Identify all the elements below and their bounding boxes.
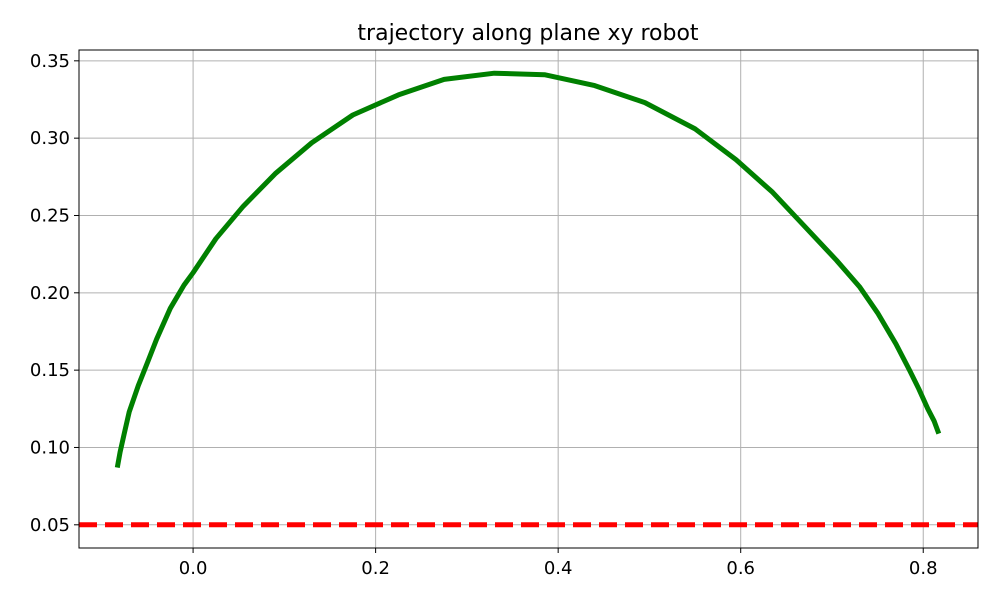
x-axis: 0.0 0.2 0.4 0.6 0.8	[179, 548, 938, 579]
y-tick-label: 0.30	[30, 128, 70, 149]
y-tick-label: 0.35	[30, 51, 70, 72]
series-group	[79, 70, 978, 528]
x-tick-label: 0.0	[179, 558, 208, 579]
x-tick-label: 0.6	[726, 558, 755, 579]
y-tick-label: 0.05	[30, 515, 70, 536]
chart-title: trajectory along plane xy robot	[357, 21, 699, 46]
x-tick-label: 0.4	[544, 558, 573, 579]
y-tick-label: 0.20	[30, 283, 70, 304]
y-tick-label: 0.10	[30, 437, 70, 458]
x-tick-label: 0.8	[909, 558, 938, 579]
x-tick-label: 0.2	[361, 558, 390, 579]
y-tick-label: 0.25	[30, 205, 70, 226]
y-tick-label: 0.15	[30, 360, 70, 381]
plot-frame	[78, 49, 979, 549]
grid-lines	[79, 50, 978, 548]
y-axis: 0.05 0.10 0.15 0.20 0.25 0.30 0.35	[30, 51, 79, 536]
trajectory-line	[114, 70, 942, 469]
